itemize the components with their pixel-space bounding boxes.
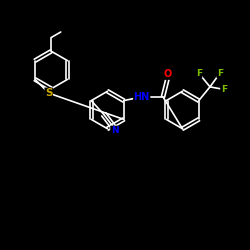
Text: HN: HN [134, 92, 150, 102]
Text: N: N [111, 126, 118, 135]
Text: F: F [217, 69, 223, 78]
Text: F: F [196, 69, 202, 78]
Text: S: S [45, 88, 52, 98]
Text: O: O [163, 69, 172, 80]
Text: F: F [221, 85, 227, 94]
